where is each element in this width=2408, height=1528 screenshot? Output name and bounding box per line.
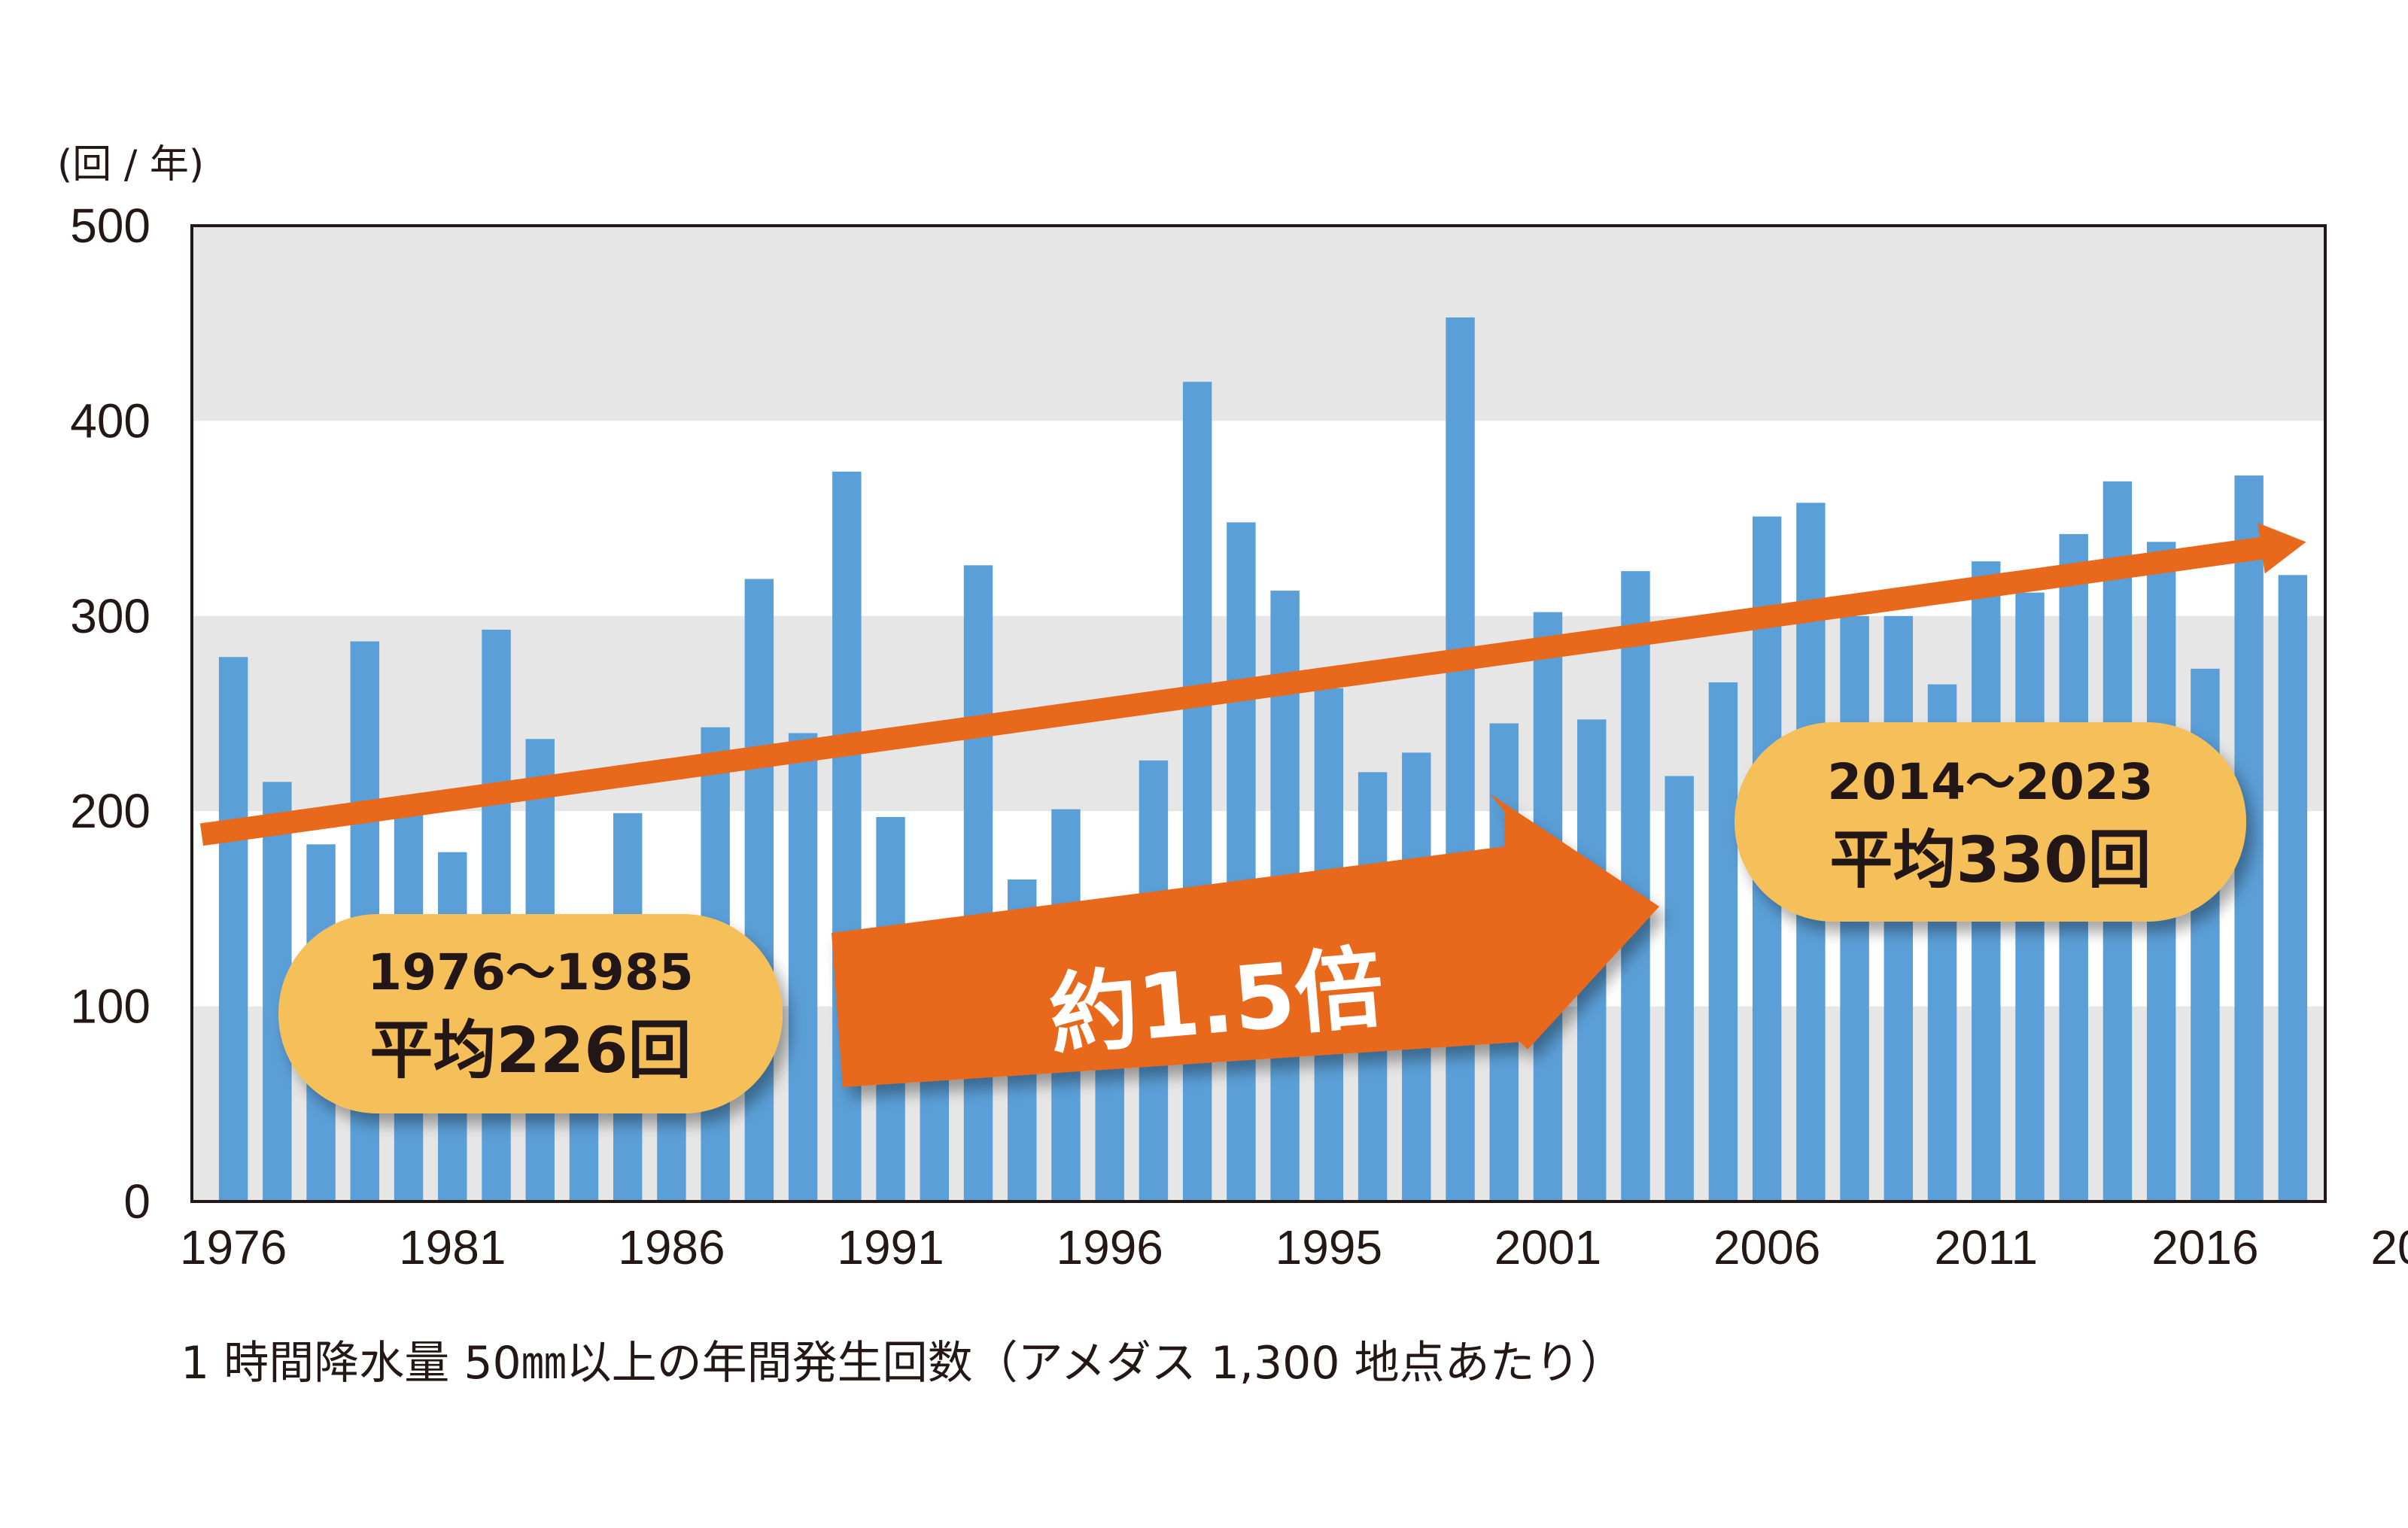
bar-1999: [1227, 522, 1256, 1201]
y-unit-label: (回 / 年): [57, 142, 204, 187]
callout-right-average: 平均330回: [1829, 823, 2151, 897]
x-tick-label: 2011: [1934, 1220, 2038, 1274]
y-tick-label: 300: [70, 589, 150, 643]
bar-2009: [1665, 776, 1694, 1201]
x-tick-label: 1991: [837, 1220, 944, 1274]
bar-1976: [218, 657, 248, 1201]
callout-right-box: [1735, 722, 2246, 922]
y-tick-label: 0: [123, 1174, 150, 1229]
chart-caption: 1 時間降水量 50㎜以上の年間発生回数（アメダス 1,300 地点あたり）: [181, 1337, 1625, 1390]
trend-arrowhead: [2258, 523, 2306, 574]
y-axis-ticks: 0 100 200 300 400 500: [70, 199, 150, 1229]
trend-line: [199, 523, 2306, 846]
grid-band: [192, 226, 2325, 421]
bar-2010: [1708, 682, 1738, 1201]
plot-frame: [190, 224, 2327, 1203]
big-arrow: 約1.5倍: [832, 794, 1659, 1087]
x-tick-label: 1995: [1275, 1220, 1382, 1274]
x-tick-label: 1976: [180, 1220, 287, 1274]
x-tick-label: 2006: [1713, 1220, 1820, 1274]
bar-2004: [1446, 317, 1475, 1202]
callout-left-box: [278, 914, 783, 1113]
bar-1998: [1182, 381, 1212, 1201]
x-tick-label: 2001: [1494, 1220, 1601, 1274]
y-tick-label: 400: [70, 393, 150, 448]
big-arrow-shape: [832, 794, 1659, 1087]
callout-left-average: 平均226回: [369, 1013, 691, 1087]
x-axis-ticks: 1976 1981 1986 1991 1996 1995 2001 2006 2011 2016…: [180, 1220, 2408, 1274]
y-tick-label: 500: [70, 199, 150, 253]
x-tick-label: 1996: [1057, 1220, 1163, 1274]
bar-1990: [832, 471, 862, 1201]
y-tick-label: 100: [70, 980, 150, 1034]
callout-right: 2014～2023 平均330回: [1735, 722, 2246, 922]
callout-right-range: 2014～2023: [1827, 753, 2153, 811]
callout-left: 1976～1985 平均226回: [278, 914, 783, 1113]
bar-1988: [744, 579, 774, 1201]
bar-1989: [788, 733, 818, 1201]
x-tick-label: 2021: [2370, 1220, 2408, 1274]
bar-1993: [963, 565, 993, 1201]
x-tick-label: 1981: [399, 1220, 506, 1274]
trend-line-stroke: [199, 536, 2267, 846]
callout-left-range: 1976～1985: [367, 943, 693, 1001]
bar-2023: [2278, 575, 2308, 1201]
x-tick-label: 2016: [2151, 1220, 2258, 1274]
x-tick-label: 1986: [618, 1220, 725, 1274]
y-tick-label: 200: [70, 784, 150, 838]
